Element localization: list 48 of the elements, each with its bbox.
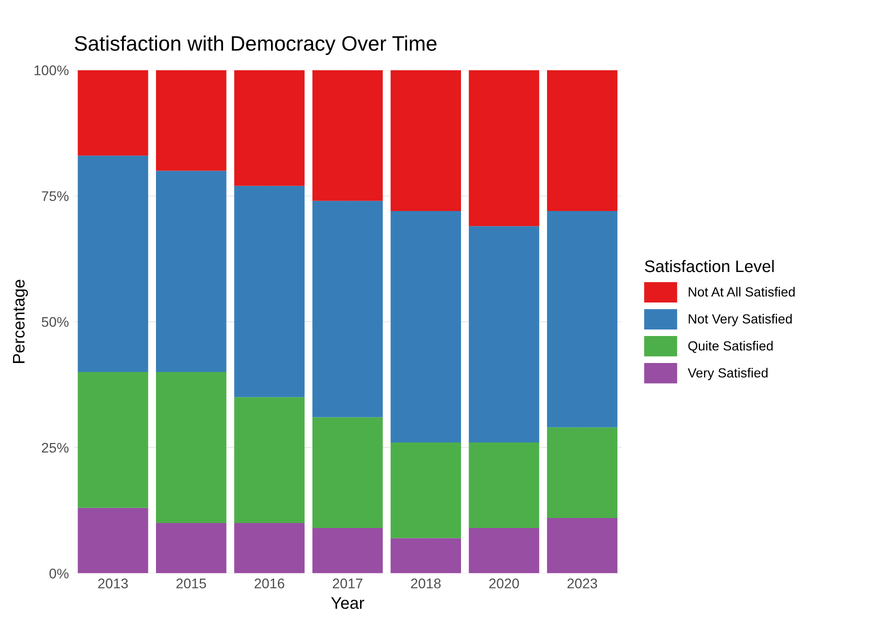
bar: [78, 156, 148, 372]
bar: [312, 70, 383, 201]
bar: [547, 518, 618, 574]
bar: [78, 508, 148, 574]
bar: [468, 528, 540, 574]
bar: [390, 538, 462, 574]
bar: [312, 417, 383, 528]
x-tick-label: 2017: [332, 578, 362, 588]
x-tick-label: 2023: [567, 578, 598, 588]
y-tick-label: 25%: [42, 442, 69, 453]
legend-label: Not Very Satisfied: [688, 314, 792, 326]
bar: [156, 372, 226, 523]
legend-label: Very Satisfied: [688, 368, 768, 380]
x-axis-title: Year: [331, 597, 364, 609]
bar: [468, 70, 540, 226]
bar: [78, 70, 148, 156]
bar: [234, 397, 305, 523]
x-tick-label: 2018: [411, 578, 441, 588]
bar: [312, 200, 383, 418]
bar: [468, 442, 540, 528]
bar: [390, 442, 462, 538]
bar: [312, 528, 383, 574]
bar: [78, 372, 148, 508]
chart-title: Satisfaction with Democracy Over Time: [74, 36, 436, 55]
bar: [234, 70, 305, 186]
legend-title: Satisfaction Level: [644, 260, 774, 272]
bar: [547, 210, 618, 428]
bar: [390, 70, 462, 211]
bar: [156, 70, 226, 171]
bar: [390, 210, 462, 442]
legend-label: Quite Satisfied: [688, 340, 773, 353]
bar: [234, 522, 305, 574]
y-tick-label: 0%: [49, 568, 69, 578]
legend-label: Not At All Satisfied: [688, 286, 795, 297]
x-tick-label: 2013: [98, 578, 128, 588]
y-tick-label: 50%: [42, 317, 69, 327]
bar: [547, 427, 618, 518]
bar: [156, 170, 226, 372]
x-tick-label: 2016: [254, 578, 284, 588]
x-tick-label: 2015: [176, 578, 206, 588]
y-tick-label: 75%: [42, 191, 69, 202]
bar: [156, 522, 226, 574]
y-tick-label: 100%: [34, 65, 69, 76]
y-axis-title: Percentage: [13, 280, 28, 363]
bar: [547, 70, 618, 211]
bar: [234, 186, 305, 398]
bar: [468, 226, 540, 442]
x-tick-label: 2020: [489, 578, 519, 588]
